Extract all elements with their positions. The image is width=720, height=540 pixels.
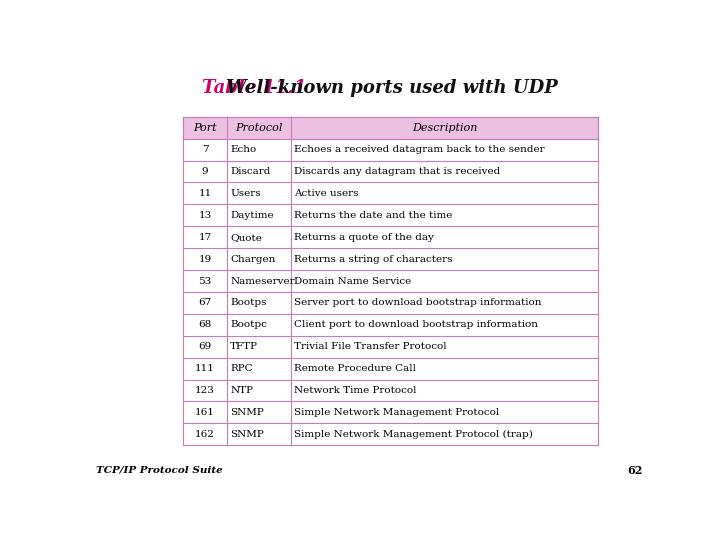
Text: Discards any datagram that is received: Discards any datagram that is received [294,167,500,176]
Text: 62: 62 [627,465,642,476]
Text: Echoes a received datagram back to the sender: Echoes a received datagram back to the s… [294,145,545,154]
Text: SNMP: SNMP [230,430,264,439]
Text: 123: 123 [195,386,215,395]
Text: 162: 162 [195,430,215,439]
Text: Server port to download bootstrap information: Server port to download bootstrap inform… [294,299,542,307]
Text: Returns the date and the time: Returns the date and the time [294,211,453,220]
Text: Nameserver: Nameserver [230,276,294,286]
Text: Discard: Discard [230,167,271,176]
Text: Active users: Active users [294,189,359,198]
Text: 9: 9 [202,167,208,176]
Text: 19: 19 [198,255,212,264]
Text: Bootps: Bootps [230,299,266,307]
Text: Returns a string of characters: Returns a string of characters [294,255,453,264]
Text: 11: 11 [198,189,212,198]
Text: Users: Users [230,189,261,198]
Text: Port: Port [193,123,217,133]
Text: NTP: NTP [230,386,253,395]
Text: Bootpc: Bootpc [230,320,267,329]
Text: 69: 69 [198,342,212,351]
Text: TFTP: TFTP [230,342,258,351]
Text: Simple Network Management Protocol (trap): Simple Network Management Protocol (trap… [294,430,534,439]
Text: 161: 161 [195,408,215,417]
Text: 68: 68 [198,320,212,329]
Text: Simple Network Management Protocol: Simple Network Management Protocol [294,408,500,417]
Text: Client port to download bootstrap information: Client port to download bootstrap inform… [294,320,539,329]
Text: Well-known ports used with UDP: Well-known ports used with UDP [220,79,557,97]
Text: Echo: Echo [230,145,256,154]
Text: 13: 13 [198,211,212,220]
Text: Chargen: Chargen [230,255,276,264]
Text: Daytime: Daytime [230,211,274,220]
Text: TCP/IP Protocol Suite: TCP/IP Protocol Suite [96,465,222,475]
Text: Protocol: Protocol [235,123,282,133]
Text: 67: 67 [198,299,212,307]
Text: Description: Description [412,123,477,133]
Text: SNMP: SNMP [230,408,264,417]
Text: RPC: RPC [230,364,253,373]
Text: Quote: Quote [230,233,262,242]
Text: 17: 17 [198,233,212,242]
Text: Network Time Protocol: Network Time Protocol [294,386,417,395]
Text: 111: 111 [195,364,215,373]
Text: 53: 53 [198,276,212,286]
Bar [183,117,598,139]
Text: 7: 7 [202,145,208,154]
Text: Remote Procedure Call: Remote Procedure Call [294,364,416,373]
Text: Table 11.1: Table 11.1 [202,79,307,97]
Text: Returns a quote of the day: Returns a quote of the day [294,233,434,242]
Text: Domain Name Service: Domain Name Service [294,276,412,286]
Text: Trivial File Transfer Protocol: Trivial File Transfer Protocol [294,342,447,351]
